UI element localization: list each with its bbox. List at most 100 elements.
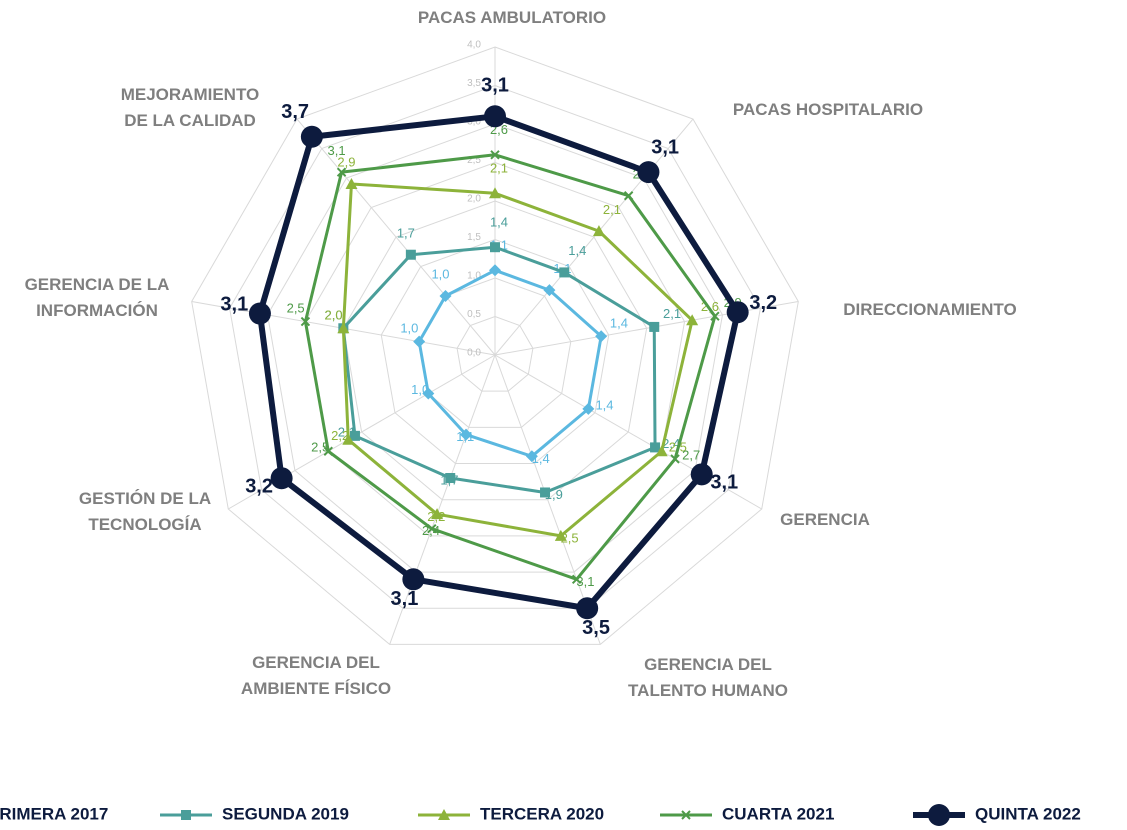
point [300,125,323,148]
y-tick-label: 3,5 [467,78,481,89]
point [490,242,500,253]
category-label: PACAS AMBULATORIO [417,8,607,27]
point [543,284,556,297]
legend-label: SEGUNDA 2019 [222,804,349,823]
point [336,167,347,177]
point [650,442,661,453]
data-label: 1,0 [411,382,429,397]
spoke [296,118,496,356]
point [595,330,608,343]
data-label: 2,9 [337,155,355,170]
data-label: 1,0 [400,321,418,336]
point [431,508,444,520]
point [686,314,699,326]
data-label: 3,1 [576,574,594,589]
point [681,810,691,820]
y-tick-label: 0,0 [467,348,481,359]
series: 2,62,72,92,73,12,42,52,53,1 [287,122,742,589]
point [490,150,500,160]
point [726,301,749,324]
spoke [494,354,601,645]
category-label: DIRECCIONAMIENTO [843,300,1017,319]
data-label: 1,1 [456,429,474,444]
data-label: 1,9 [545,487,563,502]
y-tick-label: 1,0 [467,271,481,282]
point [592,225,605,237]
category-label: MEJORAMIENTO DE LA CALIDAD [120,85,260,130]
point [637,161,660,184]
point [710,311,720,321]
data-label: 2,1 [603,202,621,217]
data-label: 3,2 [245,475,273,497]
point [670,454,680,464]
point [576,597,599,620]
data-label: 3,1 [328,143,346,158]
legend-label: TERCERA 2020 [480,804,604,823]
data-label: 3,1 [651,137,679,159]
point [405,249,416,260]
point [559,267,570,278]
grid-ring [229,84,761,609]
point [181,810,191,820]
point [402,568,425,591]
data-label: 2,4 [662,436,680,451]
grid-ring [191,46,799,645]
point [489,187,501,199]
point [540,487,551,498]
point [623,191,634,201]
point [655,445,668,457]
category-label: GERENCIA [780,510,870,529]
data-label: 1,7 [397,225,415,240]
point [489,264,501,277]
category-label: GERENCIA DEL TALENTO HUMANO [628,655,788,700]
data-label: 2,2 [427,509,445,524]
point [342,433,355,445]
y-tick-label: 3,0 [467,117,481,128]
data-label: 3,1 [391,588,419,610]
grid-ring [342,200,648,501]
point [413,335,426,348]
category-label: GESTIÓN DE LA TECNOLOGÍA [78,489,212,534]
y-tick-label: 1,5 [467,232,481,243]
data-label: 3,1 [481,75,509,97]
data-label: 2,0 [325,307,343,322]
data-label: 2,4 [422,523,440,538]
data-label: 3,1 [220,293,248,315]
spoke [494,354,762,510]
data-label: 2,5 [311,440,329,455]
data-label: 1,0 [431,267,449,282]
data-label: 1,4 [595,397,613,412]
legend-label: CUARTA 2021 [722,804,834,823]
point [554,529,567,541]
data-label: 1,7 [440,473,458,488]
point [323,446,333,456]
grid-ring [380,238,610,465]
point [928,804,950,826]
y-tick-label: 0,5 [467,309,481,320]
spoke [494,118,694,356]
series-line [341,245,657,494]
data-label: 1,4 [532,451,550,466]
data-label: 1,4 [610,315,628,330]
point [439,290,452,303]
point [337,322,350,334]
point [571,574,582,585]
point [438,809,450,820]
point [525,450,538,463]
y-tick-label: 2,0 [467,194,481,205]
data-label: 3,7 [281,101,309,123]
legend-label: QUINTA 2022 [975,804,1081,823]
data-label: 3,2 [749,292,777,314]
data-label: 2,5 [561,530,579,545]
y-tick-label: 2,5 [467,155,481,166]
point [427,523,437,534]
data-label: 3,1 [710,472,738,494]
series-line [303,153,717,581]
point [349,430,360,441]
data-label: 2,7 [682,447,700,462]
series-line [341,182,694,538]
data-label: 2,1 [663,306,681,321]
series-line [417,268,603,458]
point [460,428,473,441]
